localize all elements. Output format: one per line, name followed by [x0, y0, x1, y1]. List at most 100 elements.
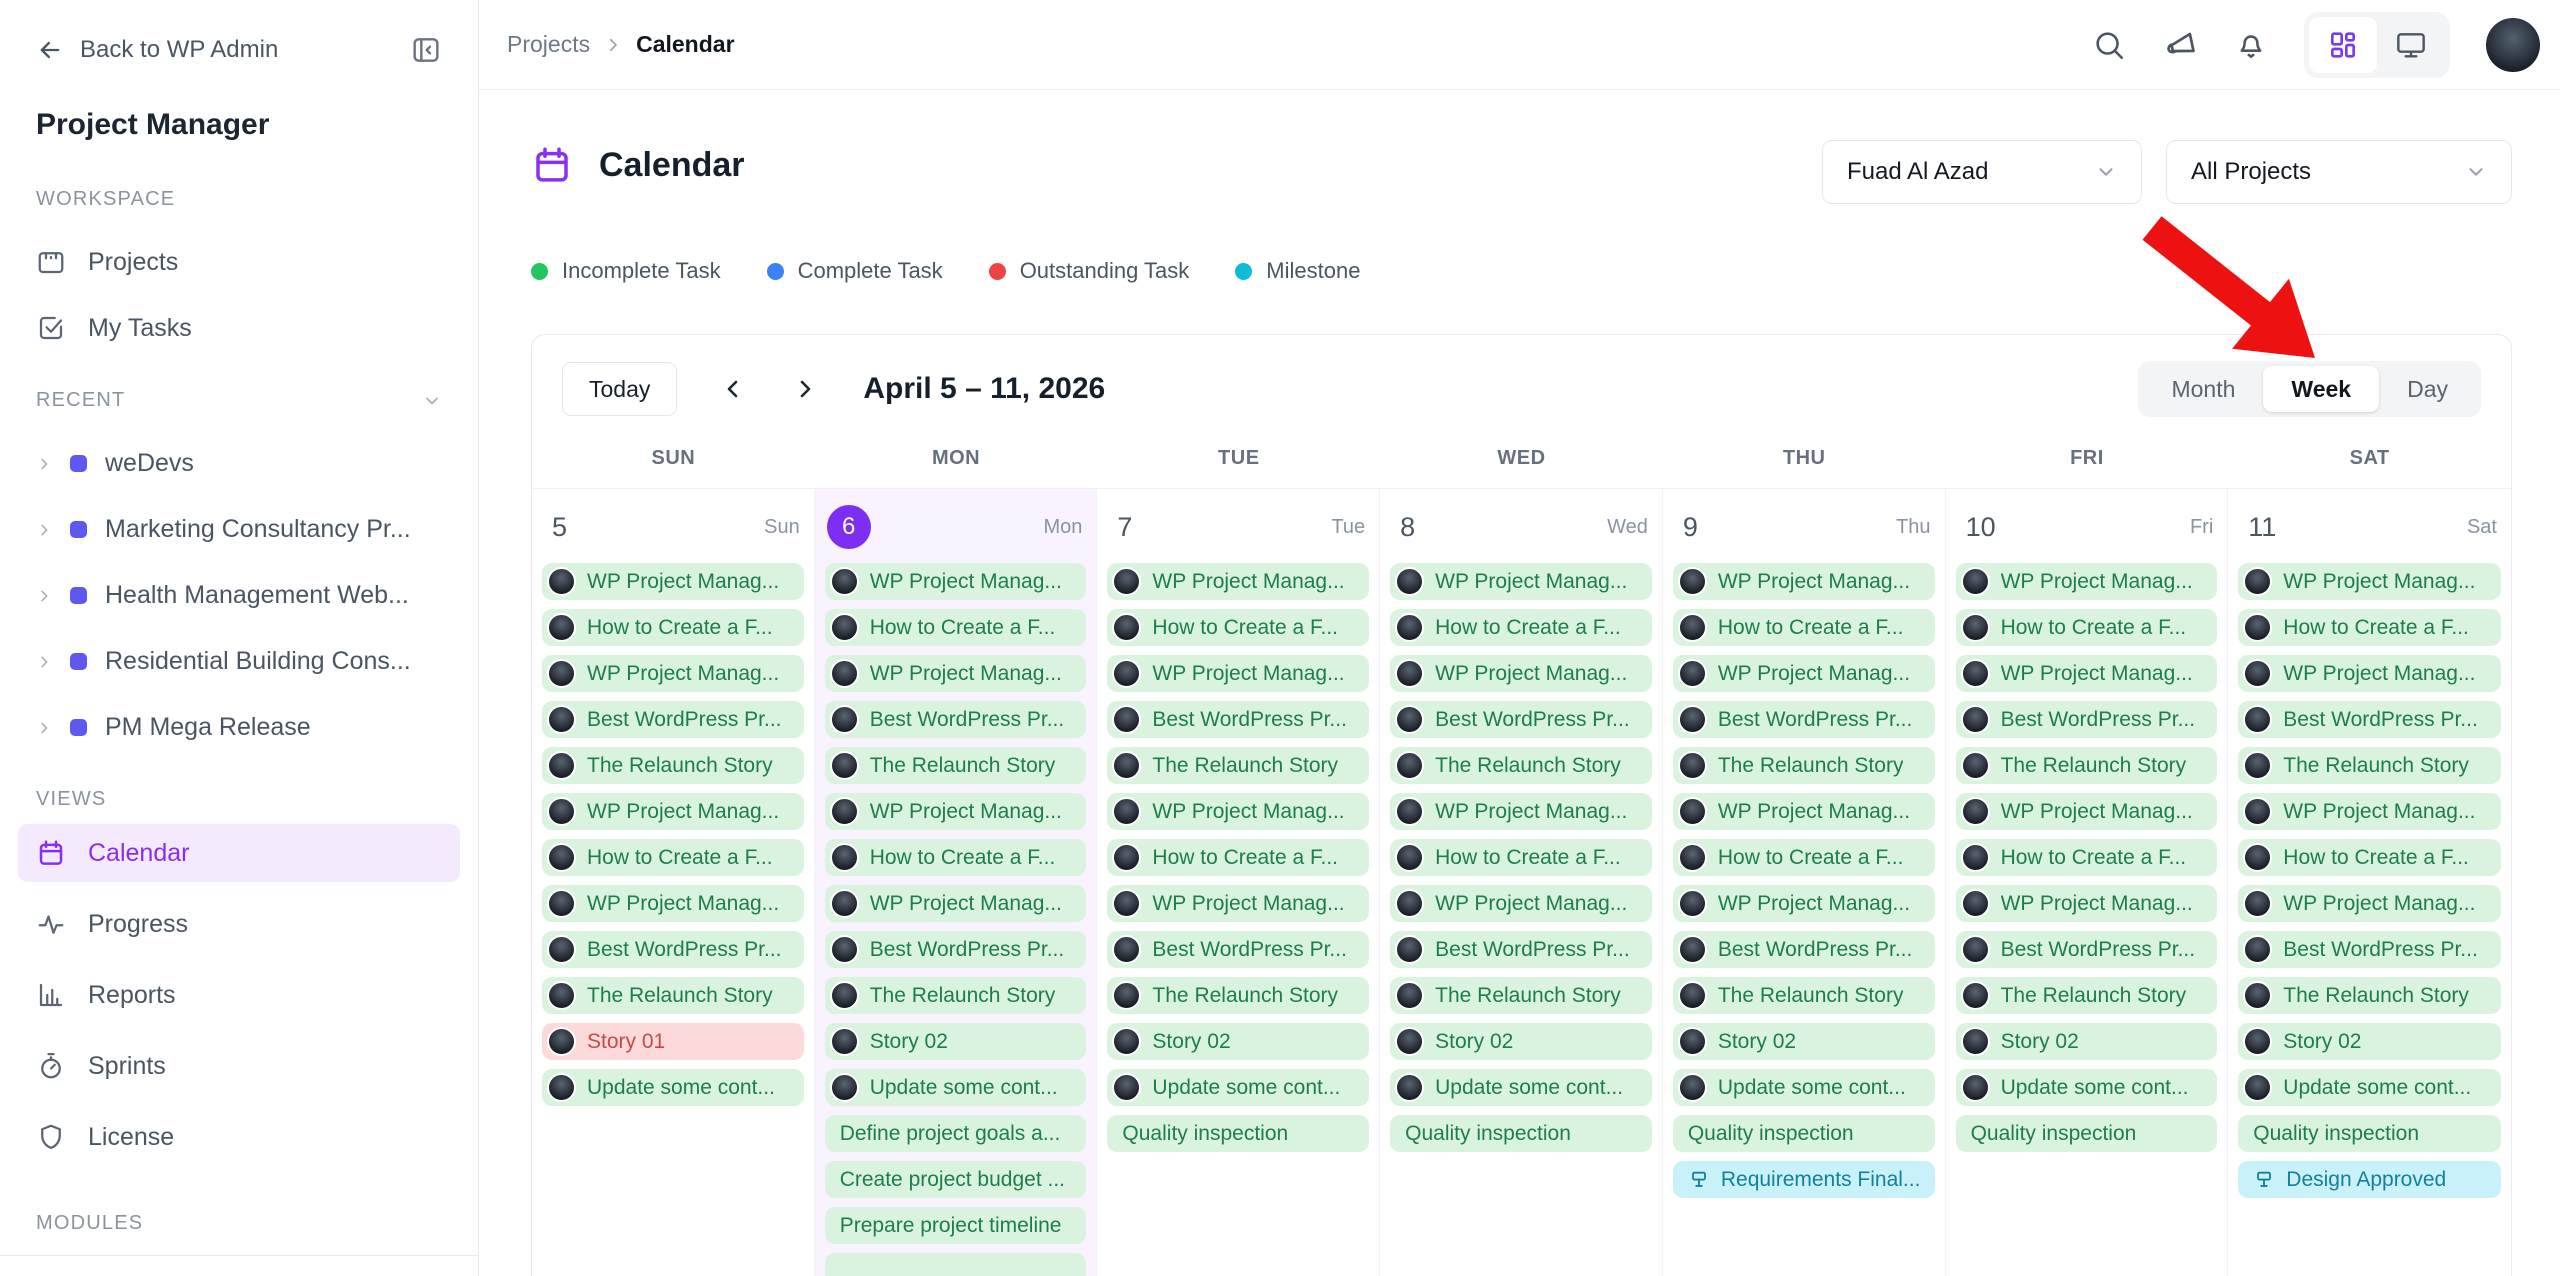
monitor-icon[interactable]	[2377, 17, 2445, 73]
task-chip-incomplete[interactable]: Update some cont...	[1672, 1069, 1935, 1106]
task-chip-incomplete[interactable]: WP Project Manag...	[2238, 793, 2501, 830]
task-chip-incomplete[interactable]: The Relaunch Story	[2238, 977, 2501, 1014]
task-chip-incomplete[interactable]: Best WordPress Pr...	[2238, 701, 2501, 738]
task-chip-incomplete[interactable]: How to Create a F...	[1107, 839, 1370, 876]
task-chip-incomplete[interactable]: How to Create a F...	[1955, 609, 2218, 646]
today-button[interactable]: Today	[562, 362, 678, 416]
task-chip-incomplete[interactable]: WP Project Manag...	[1955, 655, 2218, 692]
task-chip-milestone[interactable]: Design Approved	[2238, 1161, 2501, 1198]
task-chip-plain[interactable]: Prepare project timeline	[824, 1207, 1087, 1244]
task-chip-incomplete[interactable]: The Relaunch Story	[1107, 977, 1370, 1014]
task-chip-incomplete[interactable]: Update some cont...	[1390, 1069, 1652, 1106]
collapse-sidebar-button[interactable]	[410, 34, 442, 66]
task-chip-incomplete[interactable]: Update some cont...	[1107, 1069, 1370, 1106]
task-chip-incomplete[interactable]: How to Create a F...	[2238, 839, 2501, 876]
sidebar-recent-item[interactable]: Marketing Consultancy Pr...	[36, 515, 442, 544]
task-chip-incomplete[interactable]: WP Project Manag...	[1955, 793, 2218, 830]
view-option-day[interactable]: Day	[2407, 375, 2448, 402]
task-chip-incomplete[interactable]: The Relaunch Story	[542, 977, 804, 1014]
task-chip-incomplete[interactable]: Story 02	[1672, 1023, 1935, 1060]
task-chip-incomplete[interactable]: WP Project Manag...	[1672, 563, 1935, 600]
task-chip-incomplete[interactable]: How to Create a F...	[1955, 839, 2218, 876]
task-chip-incomplete[interactable]: Update some cont...	[542, 1069, 804, 1106]
task-chip-incomplete[interactable]: Best WordPress Pr...	[1390, 931, 1652, 968]
task-chip-incomplete[interactable]: WP Project Manag...	[1107, 885, 1370, 922]
megaphone-icon[interactable]	[2162, 27, 2198, 63]
task-chip-incomplete[interactable]: WP Project Manag...	[542, 655, 804, 692]
sidebar-recent-item[interactable]: PM Mega Release	[36, 713, 442, 742]
task-chip-incomplete[interactable]: WP Project Manag...	[824, 885, 1087, 922]
view-option-week[interactable]: Week	[2263, 366, 2380, 412]
task-chip-incomplete[interactable]: Story 02	[1390, 1023, 1652, 1060]
sidebar-item-projects[interactable]: Projects	[36, 247, 442, 277]
task-chip-incomplete[interactable]: WP Project Manag...	[1390, 655, 1652, 692]
task-chip-incomplete[interactable]: Best WordPress Pr...	[1107, 701, 1370, 738]
task-chip-incomplete[interactable]: How to Create a F...	[2238, 609, 2501, 646]
breadcrumb-projects[interactable]: Projects	[507, 31, 591, 57]
sidebar-recent-item[interactable]: weDevs	[36, 449, 442, 478]
dashboard-grid-icon[interactable]	[2309, 16, 2377, 73]
sidebar-item-calendar[interactable]: Calendar	[18, 824, 460, 882]
task-chip-incomplete[interactable]: The Relaunch Story	[1390, 977, 1652, 1014]
task-chip-incomplete[interactable]: Story 02	[1107, 1023, 1370, 1060]
task-chip-incomplete[interactable]: How to Create a F...	[1672, 609, 1935, 646]
task-chip-outstanding[interactable]: Story 01	[542, 1023, 804, 1060]
task-chip-incomplete[interactable]: WP Project Manag...	[1672, 885, 1935, 922]
assignee-filter-select[interactable]: Fuad Al Azad	[1822, 140, 2142, 204]
task-chip-plain[interactable]: Quality inspection	[1107, 1115, 1370, 1152]
task-chip-incomplete[interactable]: WP Project Manag...	[824, 563, 1087, 600]
task-chip-incomplete[interactable]: WP Project Manag...	[1672, 655, 1935, 692]
task-chip-incomplete[interactable]: How to Create a F...	[1672, 839, 1935, 876]
task-chip-incomplete[interactable]: The Relaunch Story	[1955, 977, 2218, 1014]
task-chip-incomplete[interactable]: WP Project Manag...	[1107, 793, 1370, 830]
task-chip-incomplete[interactable]: WP Project Manag...	[1955, 563, 2218, 600]
task-chip-plain[interactable]: Quality inspection	[1672, 1115, 1935, 1152]
task-chip-incomplete[interactable]: Story 02	[824, 1023, 1087, 1060]
task-chip-plain[interactable]: Create project budget ...	[824, 1161, 1087, 1198]
task-chip-incomplete[interactable]: How to Create a F...	[1107, 609, 1370, 646]
view-option-month[interactable]: Month	[2171, 375, 2236, 402]
task-chip-plain[interactable]: Quality inspection	[2238, 1115, 2501, 1152]
task-chip-incomplete[interactable]: The Relaunch Story	[1955, 747, 2218, 784]
task-chip-plain[interactable]: Define project goals a...	[824, 1115, 1087, 1152]
task-chip-incomplete[interactable]: How to Create a F...	[1390, 839, 1652, 876]
next-week-icon[interactable]	[793, 377, 817, 401]
task-chip-incomplete[interactable]: Best WordPress Pr...	[824, 931, 1087, 968]
task-chip-incomplete[interactable]: The Relaunch Story	[1390, 747, 1652, 784]
task-chip-incomplete[interactable]: Best WordPress Pr...	[542, 701, 804, 738]
task-chip-incomplete[interactable]: WP Project Manag...	[1390, 793, 1652, 830]
task-chip-incomplete[interactable]: WP Project Manag...	[2238, 655, 2501, 692]
task-chip-incomplete[interactable]: WP Project Manag...	[2238, 563, 2501, 600]
user-avatar[interactable]	[2486, 17, 2540, 72]
task-chip-incomplete[interactable]: Best WordPress Pr...	[2238, 931, 2501, 968]
task-chip-incomplete[interactable]: WP Project Manag...	[1390, 563, 1652, 600]
task-chip-incomplete[interactable]: Best WordPress Pr...	[1107, 931, 1370, 968]
task-chip-incomplete[interactable]: How to Create a F...	[824, 839, 1087, 876]
task-chip-incomplete[interactable]: WP Project Manag...	[1107, 655, 1370, 692]
sidebar-item-reports[interactable]: Reports	[18, 966, 460, 1024]
project-filter-select[interactable]: All Projects	[2166, 140, 2512, 204]
task-chip-incomplete[interactable]: The Relaunch Story	[542, 747, 804, 784]
task-chip-incomplete[interactable]: WP Project Manag...	[1955, 885, 2218, 922]
task-chip-plain[interactable]: Quality inspection	[1390, 1115, 1652, 1152]
task-chip-incomplete[interactable]: WP Project Manag...	[1390, 885, 1652, 922]
task-chip-incomplete[interactable]: Update some cont...	[1955, 1069, 2218, 1106]
task-chip-incomplete[interactable]: WP Project Manag...	[1672, 793, 1935, 830]
task-chip-incomplete[interactable]: Update some cont...	[824, 1069, 1087, 1106]
task-chip-incomplete[interactable]: WP Project Manag...	[824, 793, 1087, 830]
task-chip-incomplete[interactable]: WP Project Manag...	[542, 563, 804, 600]
task-chip-incomplete[interactable]: How to Create a F...	[542, 609, 804, 646]
task-chip-incomplete[interactable]: WP Project Manag...	[1107, 563, 1370, 600]
task-chip-incomplete[interactable]: WP Project Manag...	[542, 885, 804, 922]
back-to-wp-admin-link[interactable]: Back to WP Admin	[36, 36, 278, 64]
task-chip-incomplete[interactable]: Best WordPress Pr...	[1955, 701, 2218, 738]
task-chip-incomplete[interactable]: Best WordPress Pr...	[542, 931, 804, 968]
sidebar-item-license[interactable]: License	[18, 1108, 460, 1166]
task-chip-incomplete[interactable]: The Relaunch Story	[2238, 747, 2501, 784]
task-chip-incomplete[interactable]: The Relaunch Story	[824, 747, 1087, 784]
task-chip-incomplete[interactable]: Best WordPress Pr...	[824, 701, 1087, 738]
sidebar-recent-item[interactable]: Health Management Web...	[36, 581, 442, 610]
task-chip-incomplete[interactable]: How to Create a F...	[1390, 609, 1652, 646]
task-chip-plain[interactable]	[824, 1253, 1087, 1276]
search-icon[interactable]	[2092, 28, 2126, 62]
